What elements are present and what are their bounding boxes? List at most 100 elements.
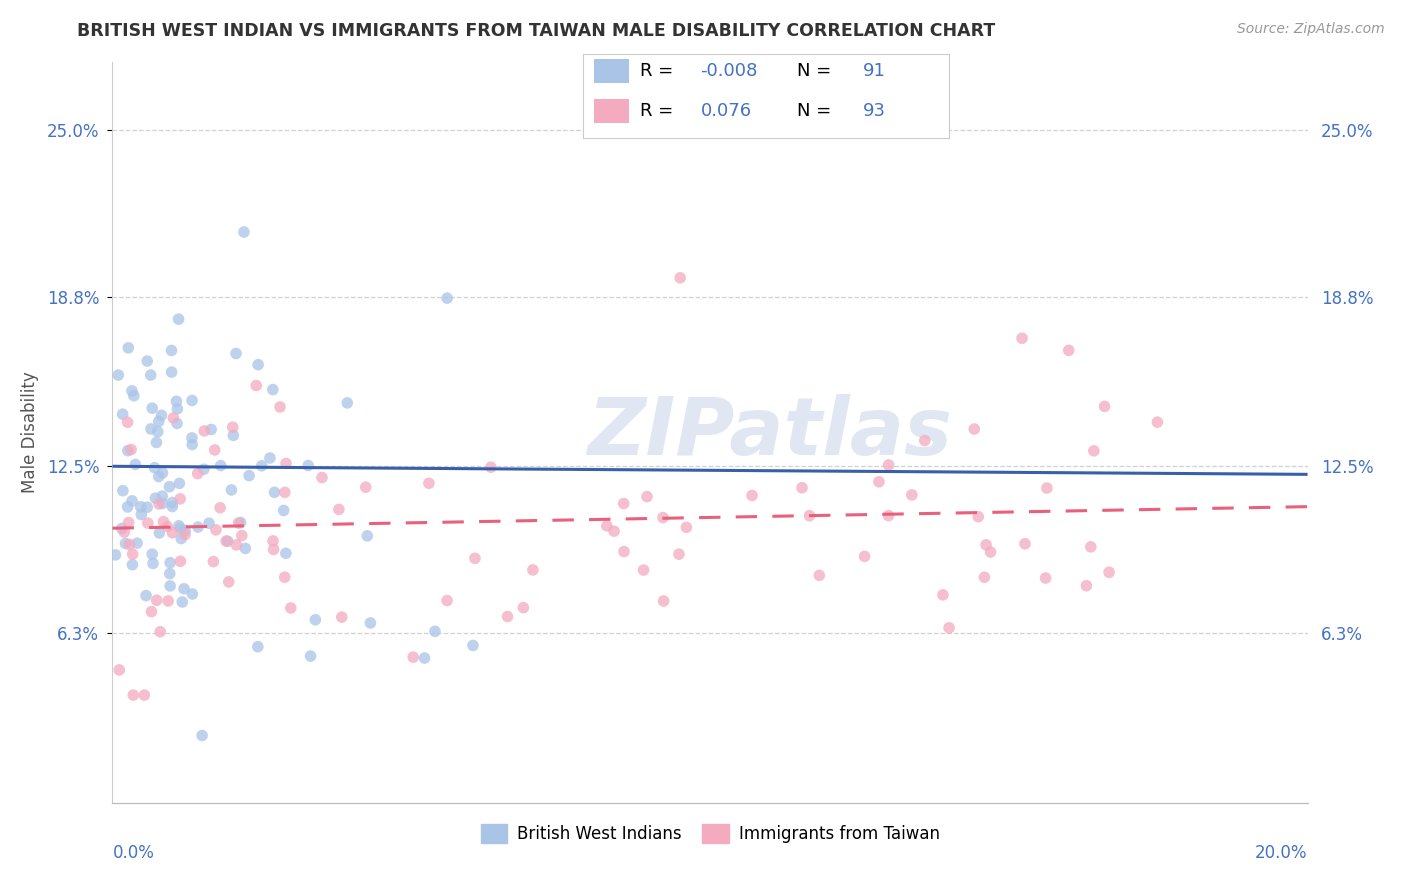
Point	[299, 649, 322, 664]
Point	[159, 556, 181, 570]
Point	[669, 270, 692, 285]
Text: BRITISH WEST INDIAN VS IMMIGRANTS FROM TAIWAN MALE DISABILITY CORRELATION CHART: BRITISH WEST INDIAN VS IMMIGRANTS FROM T…	[77, 22, 995, 40]
FancyBboxPatch shape	[595, 99, 630, 123]
Text: N =: N =	[797, 103, 838, 120]
Point	[356, 529, 378, 543]
Point	[436, 291, 458, 305]
Point	[413, 651, 436, 665]
Point	[603, 524, 626, 538]
Point	[166, 401, 188, 416]
Point	[146, 425, 169, 439]
Point	[1057, 343, 1080, 358]
Point	[149, 624, 172, 639]
Text: 0.076: 0.076	[700, 103, 752, 120]
Point	[198, 516, 221, 531]
Point	[297, 458, 319, 473]
Point	[107, 368, 129, 382]
Point	[145, 435, 167, 450]
Text: 93: 93	[863, 103, 886, 120]
Point	[117, 500, 139, 514]
Point	[1146, 415, 1168, 429]
Point	[938, 621, 960, 635]
Point	[148, 469, 170, 483]
Point	[104, 548, 127, 562]
Point	[1076, 579, 1098, 593]
Text: 0.0%: 0.0%	[112, 844, 155, 862]
Point	[238, 468, 260, 483]
Point	[114, 536, 136, 550]
Point	[228, 516, 250, 530]
Point	[202, 555, 225, 569]
Text: 20.0%: 20.0%	[1256, 844, 1308, 862]
Point	[235, 541, 257, 556]
Point	[1014, 537, 1036, 551]
Text: 91: 91	[863, 62, 886, 80]
Point	[636, 490, 658, 504]
Point	[181, 587, 204, 601]
Point	[135, 589, 157, 603]
Point	[162, 500, 184, 514]
Point	[124, 458, 146, 472]
Point	[247, 358, 270, 372]
Point	[145, 491, 167, 505]
Point	[877, 508, 900, 523]
Point	[111, 407, 134, 421]
Point	[225, 538, 247, 552]
Point	[790, 481, 813, 495]
Point	[330, 610, 353, 624]
Point	[131, 508, 153, 522]
Point	[136, 500, 159, 515]
Point	[148, 525, 170, 540]
Point	[963, 422, 986, 436]
Point	[108, 663, 131, 677]
Point	[596, 519, 619, 533]
Point	[218, 574, 240, 589]
Point	[141, 401, 163, 416]
Point	[423, 624, 446, 639]
Point	[668, 547, 690, 561]
Point	[117, 341, 139, 355]
Point	[853, 549, 876, 564]
Point	[402, 650, 425, 665]
Point	[193, 424, 215, 438]
Point	[120, 442, 142, 457]
Point	[274, 457, 297, 471]
Point	[217, 534, 239, 549]
Point	[225, 346, 247, 360]
Point	[914, 434, 936, 448]
Point	[1035, 571, 1057, 585]
Point	[436, 593, 458, 607]
Point	[652, 594, 675, 608]
Point	[118, 537, 141, 551]
Point	[512, 600, 534, 615]
Point	[187, 520, 209, 534]
Point	[633, 563, 655, 577]
Point	[328, 502, 350, 516]
FancyBboxPatch shape	[595, 60, 630, 83]
Point	[121, 384, 143, 398]
Point	[354, 480, 377, 494]
Text: N =: N =	[797, 62, 838, 80]
Point	[145, 593, 167, 607]
Point	[980, 545, 1002, 559]
Point	[1011, 331, 1033, 345]
Point	[280, 601, 302, 615]
Point	[142, 557, 165, 571]
Text: R =: R =	[640, 62, 679, 80]
Point	[652, 510, 675, 524]
Point	[148, 497, 170, 511]
Point	[150, 409, 173, 423]
Point	[246, 640, 269, 654]
Point	[200, 423, 222, 437]
Point	[336, 396, 359, 410]
Point	[162, 495, 184, 509]
Point	[613, 497, 636, 511]
Point	[170, 532, 193, 546]
Point	[799, 508, 821, 523]
Point	[932, 588, 955, 602]
Point	[205, 523, 228, 537]
Point	[274, 570, 297, 584]
Point	[250, 458, 273, 473]
Point	[233, 225, 256, 239]
Point	[191, 729, 214, 743]
